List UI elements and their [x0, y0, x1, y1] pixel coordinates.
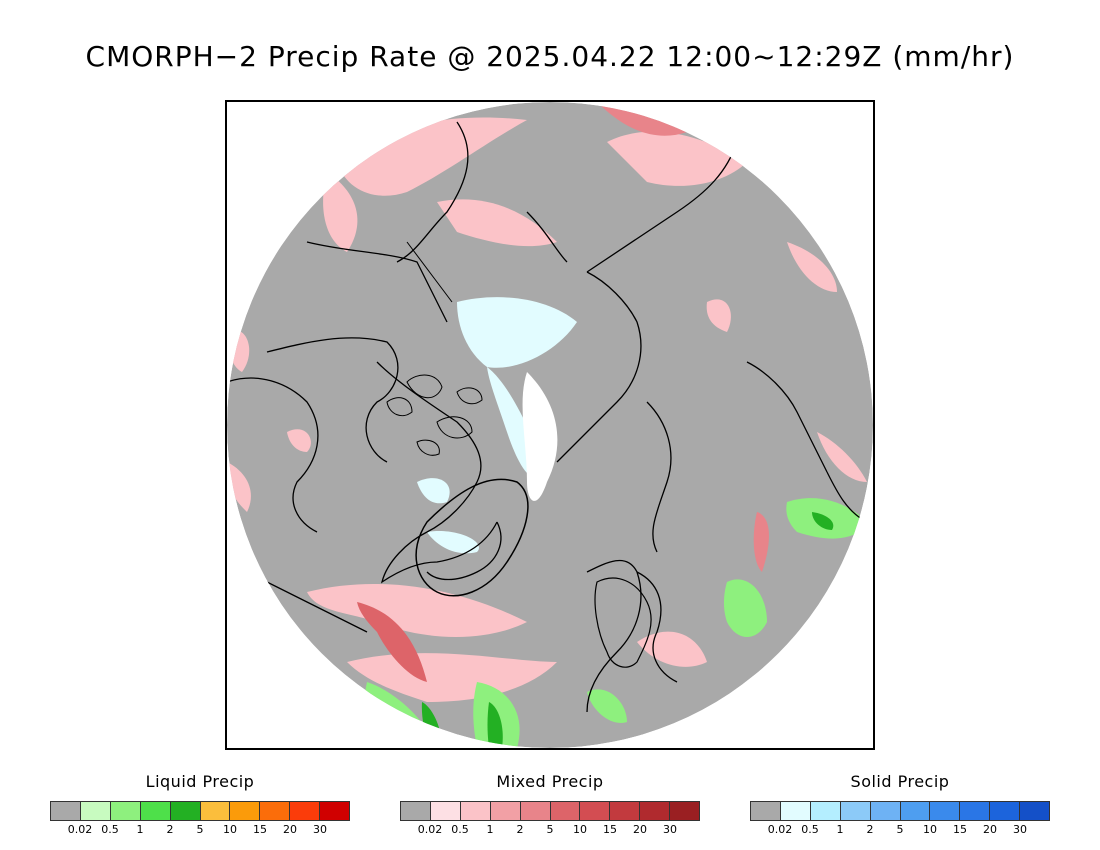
legend-tick-label: 10 — [223, 823, 237, 836]
legend-tick-label: 0.5 — [801, 823, 819, 836]
legend-tick-label: 15 — [603, 823, 617, 836]
legend-tick-label: 30 — [313, 823, 327, 836]
map-frame — [225, 100, 875, 750]
mixed-precip-heavy — [357, 102, 769, 682]
legend-swatch — [230, 802, 261, 820]
canadian-archipelago — [386, 374, 483, 456]
border-line — [406, 241, 453, 303]
legend-swatch — [640, 802, 671, 820]
legend-tick-label: 20 — [983, 823, 997, 836]
legend-mixed: Mixed Precip 0.02 0.5 1 2 5 10 15 20 30 — [400, 772, 700, 837]
legend-swatch — [290, 802, 321, 820]
legend-swatch — [580, 802, 611, 820]
legend-tick-label: 1 — [836, 823, 844, 836]
legend-tick-label: 15 — [953, 823, 967, 836]
legend-tick-label: 1 — [486, 823, 494, 836]
legend-swatch — [840, 802, 871, 820]
legend-tick-label: 2 — [866, 823, 874, 836]
legend-ticks: 0.02 0.5 1 2 5 10 15 20 30 — [50, 823, 350, 837]
legend-tick-label: 20 — [283, 823, 297, 836]
legend-tick-label: 1 — [136, 823, 144, 836]
legend-tick-label: 0.5 — [451, 823, 469, 836]
legend-tick-label: 10 — [923, 823, 937, 836]
map-title: CMORPH−2 Precip Rate @ 2025.04.22 12:00~… — [85, 40, 1015, 73]
greenland — [415, 478, 529, 597]
legend-liquid: Liquid Precip 0.02 0.5 1 2 5 10 15 20 30 — [50, 772, 350, 837]
legend-colorbar — [50, 801, 350, 821]
polar-map — [227, 102, 873, 748]
legend-swatch — [810, 802, 841, 820]
legend-swatch — [51, 802, 81, 820]
legend-swatch — [900, 802, 931, 820]
legend-tick-label: 30 — [1013, 823, 1027, 836]
legend-tick-label: 2 — [166, 823, 174, 836]
legend-swatch — [1020, 802, 1050, 820]
legend-colorbar — [400, 801, 700, 821]
legend-swatch — [320, 802, 350, 820]
legend-tick-label: 20 — [633, 823, 647, 836]
legend-tick-label: 10 — [573, 823, 587, 836]
legend-swatch — [990, 802, 1021, 820]
legend-swatch — [490, 802, 521, 820]
legend-swatch — [170, 802, 201, 820]
legend-swatch — [520, 802, 551, 820]
legend-swatch — [200, 802, 231, 820]
legend-ticks: 0.02 0.5 1 2 5 10 15 20 30 — [750, 823, 1050, 837]
legend-tick-label: 0.02 — [417, 823, 443, 836]
legend-tick-label: 5 — [196, 823, 204, 836]
legend-swatch — [260, 802, 291, 820]
legend-tick-label: 2 — [516, 823, 524, 836]
legend-colorbar — [750, 801, 1050, 821]
legend-solid: Solid Precip 0.02 0.5 1 2 5 10 15 20 30 — [750, 772, 1050, 837]
legend-swatch — [430, 802, 461, 820]
legend-tick-label: 5 — [896, 823, 904, 836]
legend-swatch — [960, 802, 991, 820]
scandinavia — [594, 577, 652, 668]
legend-swatch — [780, 802, 811, 820]
legend-swatch — [401, 802, 431, 820]
legend-swatch — [80, 802, 111, 820]
legend-swatch — [610, 802, 641, 820]
legend-tick-label: 0.02 — [767, 823, 793, 836]
coastlines — [227, 121, 868, 713]
legend-tick-label: 5 — [546, 823, 554, 836]
legend-tick-label: 0.5 — [101, 823, 119, 836]
legend-title: Liquid Precip — [145, 772, 255, 791]
legend-swatch — [751, 802, 781, 820]
legend-title: Solid Precip — [850, 772, 950, 791]
legend-tick-label: 30 — [663, 823, 677, 836]
legend-swatch — [870, 802, 901, 820]
legend-swatch — [670, 802, 700, 820]
legend-swatch — [550, 802, 581, 820]
legend-swatch — [140, 802, 171, 820]
legend-title: Mixed Precip — [496, 772, 604, 791]
solid-precip-areas — [417, 297, 577, 554]
legend-swatch — [460, 802, 491, 820]
map-disc — [227, 102, 873, 748]
legend-swatch — [110, 802, 141, 820]
legend-swatch — [930, 802, 961, 820]
legend-tick-label: 15 — [253, 823, 267, 836]
legend-tick-label: 0.02 — [67, 823, 93, 836]
legend-ticks: 0.02 0.5 1 2 5 10 15 20 30 — [400, 823, 700, 837]
